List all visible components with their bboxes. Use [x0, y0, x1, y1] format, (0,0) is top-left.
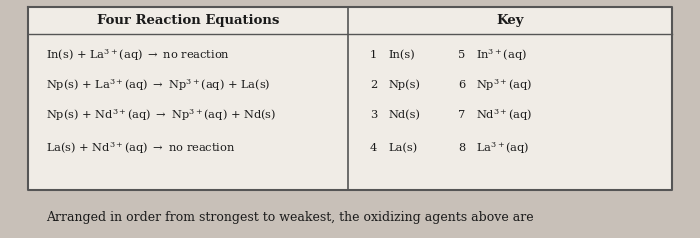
Bar	[28, 7, 672, 190]
Text: Key: Key	[496, 14, 524, 27]
Text: 7: 7	[458, 110, 466, 120]
Text: Np(s): Np(s)	[388, 80, 420, 90]
Text: 1: 1	[370, 50, 377, 60]
Text: 3: 3	[370, 110, 377, 120]
Text: 6: 6	[458, 80, 466, 90]
Text: La$^{3+}$(aq): La$^{3+}$(aq)	[476, 140, 530, 156]
Text: Np(s) + Nd$^{3+}$(aq) $\rightarrow$ Np$^{3+}$(aq) + Nd(s): Np(s) + Nd$^{3+}$(aq) $\rightarrow$ Np$^…	[46, 107, 276, 123]
Text: Nd$^{3+}$(aq): Nd$^{3+}$(aq)	[476, 107, 533, 123]
Text: 5: 5	[458, 50, 466, 60]
Text: Arranged in order from strongest to weakest, the oxidizing agents above are: Arranged in order from strongest to weak…	[46, 212, 533, 224]
Text: In(s) + La$^{3+}$(aq) $\rightarrow$ no reaction: In(s) + La$^{3+}$(aq) $\rightarrow$ no r…	[46, 47, 230, 63]
Text: Four Reaction Equations: Four Reaction Equations	[97, 14, 279, 27]
Text: Np$^{3+}$(aq): Np$^{3+}$(aq)	[476, 77, 533, 93]
Text: 2: 2	[370, 80, 377, 90]
Text: La(s) + Nd$^{3+}$(aq) $\rightarrow$ no reaction: La(s) + Nd$^{3+}$(aq) $\rightarrow$ no r…	[46, 140, 235, 156]
Text: 8: 8	[458, 143, 466, 153]
Text: In(s): In(s)	[388, 50, 414, 60]
Text: Nd(s): Nd(s)	[388, 110, 420, 120]
Text: Np(s) + La$^{3+}$(aq) $\rightarrow$ Np$^{3+}$(aq) + La(s): Np(s) + La$^{3+}$(aq) $\rightarrow$ Np$^…	[46, 77, 270, 93]
Text: 4: 4	[370, 143, 377, 153]
Text: La(s): La(s)	[388, 143, 417, 153]
Text: In$^{3+}$(aq): In$^{3+}$(aq)	[476, 47, 527, 63]
